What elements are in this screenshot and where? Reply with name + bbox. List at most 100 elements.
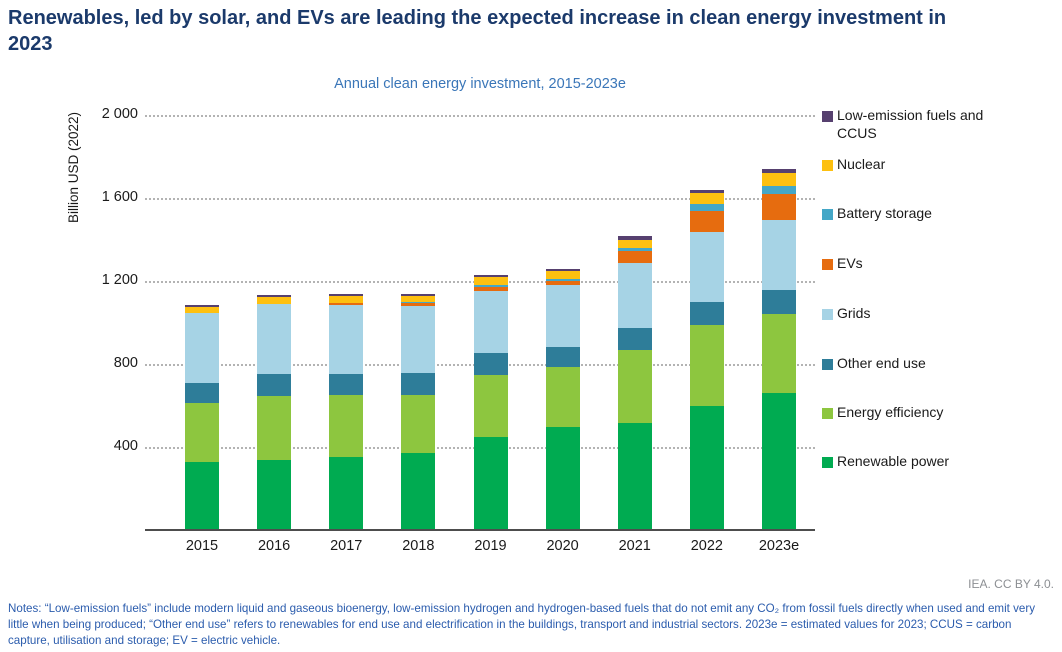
bar-segment-2015-energy-efficiency <box>185 403 219 462</box>
bar-segment-2019-battery-storage <box>473 285 508 288</box>
bar-segment-2019-renewable-power <box>473 436 508 529</box>
x-tick-label-2021: 2021 <box>618 538 651 554</box>
bar-segment-2023e-other-end-use <box>762 290 796 315</box>
bar-segment-2015-low-emission-fuels-and-ccus <box>185 304 219 307</box>
bar-segment-2015-renewable-power <box>185 461 219 529</box>
bar-segment-2017-low-emission-fuels-and-ccus <box>329 293 364 296</box>
bar-segment-2022-energy-efficiency <box>689 324 724 406</box>
legend-item-energy-efficiency: Energy efficiency <box>822 404 1017 422</box>
bar-segment-2021-renewable-power <box>617 423 652 529</box>
bar-segment-2023e-battery-storage <box>762 185 796 194</box>
bar-segment-2021-evs <box>617 251 652 264</box>
gridline-2000 <box>145 115 815 117</box>
bar-segment-2017-evs <box>329 302 364 305</box>
legend-label: Nuclear <box>837 156 886 172</box>
x-axis-line <box>145 529 815 531</box>
bar-segment-2016-renewable-power <box>257 459 292 529</box>
license-attribution: IEA. CC BY 4.0. <box>968 577 1054 591</box>
bar-segment-2022-nuclear <box>689 192 724 205</box>
bar-segment-2018-other-end-use <box>401 373 436 396</box>
legend-label: EVs <box>837 255 863 271</box>
bar-segment-2020-battery-storage <box>545 279 580 282</box>
bar-segment-2017-other-end-use <box>329 374 364 396</box>
bar-segment-2018-grids <box>401 305 436 374</box>
bar-segment-2016-nuclear <box>257 296 292 304</box>
bar-segment-2018-low-emission-fuels-and-ccus <box>401 293 436 296</box>
bar-2022 <box>689 189 724 529</box>
y-tick-label: 2 000 <box>101 106 138 122</box>
bar-segment-2017-nuclear <box>329 295 364 303</box>
bar-2019 <box>473 274 508 529</box>
legend-label: Battery storage <box>837 205 932 221</box>
x-tick-label-2019: 2019 <box>474 538 507 554</box>
bar-segment-2016-low-emission-fuels-and-ccus <box>257 294 292 297</box>
bar-segment-2020-evs <box>545 281 580 286</box>
bar-segment-2019-nuclear <box>473 276 508 286</box>
bar-segment-2015-nuclear <box>185 307 219 314</box>
bar-2023e <box>762 169 796 529</box>
y-tick-label: 1 600 <box>101 189 138 205</box>
legend-item-low-emission-fuels-and-ccus: Low-emission fuels and CCUS <box>822 107 1017 142</box>
legend-swatch-icon <box>822 111 833 122</box>
gridline-1600 <box>145 198 815 200</box>
bar-segment-2022-battery-storage <box>689 204 724 211</box>
bar-segment-2016-grids <box>257 303 292 375</box>
bar-segment-2020-renewable-power <box>545 427 580 529</box>
legend-item-other-end-use: Other end use <box>822 355 1017 373</box>
bar-segment-2023e-nuclear <box>762 173 796 186</box>
bar-segment-2021-low-emission-fuels-and-ccus <box>617 236 652 240</box>
bar-segment-2021-nuclear <box>617 239 652 248</box>
legend-label: Low-emission fuels and CCUS <box>837 107 984 141</box>
page-title: Renewables, led by solar, and EVs are le… <box>8 7 947 55</box>
bar-2015 <box>185 304 219 529</box>
x-tick-label-2022: 2022 <box>690 538 723 554</box>
x-tick-label-2016: 2016 <box>257 538 291 554</box>
bar-segment-2021-battery-storage <box>617 247 652 251</box>
bar-segment-2019-other-end-use <box>473 352 508 376</box>
legend-swatch-icon <box>822 160 833 171</box>
bar-segment-2022-renewable-power <box>689 405 724 529</box>
bar-segment-2023e-renewable-power <box>762 393 796 529</box>
legend-item-battery-storage: Battery storage <box>822 205 1017 223</box>
legend-item-renewable-power: Renewable power <box>822 453 1017 471</box>
legend-swatch-icon <box>822 309 833 320</box>
bar-segment-2015-other-end-use <box>185 382 219 404</box>
bar-segment-2015-grids <box>185 313 219 383</box>
bar-segment-2022-grids <box>689 232 724 302</box>
bar-segment-2017-energy-efficiency <box>329 395 364 458</box>
bar-segment-2017-grids <box>329 304 364 375</box>
bar-segment-2018-energy-efficiency <box>401 395 436 454</box>
bar-segment-2019-low-emission-fuels-and-ccus <box>473 274 508 277</box>
legend-label: Renewable power <box>837 453 950 469</box>
legend-label: Energy efficiency <box>837 404 944 420</box>
legend-item-evs: EVs <box>822 255 1017 273</box>
bar-segment-2020-energy-efficiency <box>545 367 580 428</box>
bar-2020 <box>545 268 580 529</box>
y-tick-label: 800 <box>113 355 138 371</box>
bar-segment-2021-energy-efficiency <box>617 349 652 424</box>
bar-segment-2019-evs <box>473 287 508 292</box>
footnotes: Notes: “Low-emission fuels” include mode… <box>8 602 1035 648</box>
legend-swatch-icon <box>822 457 833 468</box>
x-tick-label-2020: 2020 <box>546 538 579 554</box>
legend-label: Other end use <box>837 355 926 371</box>
bar-segment-2021-other-end-use <box>617 327 652 350</box>
bar-segment-2023e-energy-efficiency <box>762 314 796 394</box>
bar-segment-2021-grids <box>617 263 652 328</box>
legend-swatch-icon <box>822 259 833 270</box>
bar-segment-2019-energy-efficiency <box>473 375 508 437</box>
bar-segment-2020-grids <box>545 285 580 348</box>
bar-2021 <box>617 236 652 529</box>
x-tick-label-2017: 2017 <box>330 538 363 554</box>
legend-label: Grids <box>837 305 871 321</box>
x-tick-label-2015: 2015 <box>185 538 219 554</box>
x-tick-label-2023e: 2023e <box>758 538 800 554</box>
bar-segment-2017-renewable-power <box>329 457 364 529</box>
bar-segment-2020-other-end-use <box>545 347 580 368</box>
bar-segment-2022-other-end-use <box>689 301 724 325</box>
y-tick-label: 1 200 <box>101 272 138 288</box>
bar-segment-2018-nuclear <box>401 295 436 302</box>
legend-swatch-icon <box>822 408 833 419</box>
bar-segment-2023e-grids <box>762 219 796 291</box>
